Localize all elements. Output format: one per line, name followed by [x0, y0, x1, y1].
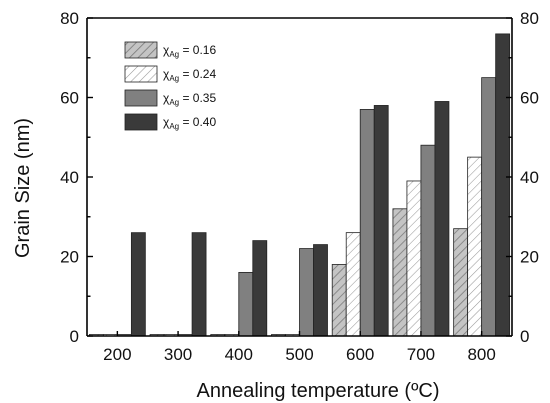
y-tick-label-left: 40 — [60, 168, 79, 187]
legend-swatch-3 — [124, 89, 158, 107]
y-tick-label-right: 20 — [520, 248, 539, 267]
bar-600-series-2 — [345, 232, 361, 337]
x-tick-label-300: 300 — [164, 345, 192, 364]
legend-label-4: χAg = 0.40 — [163, 115, 216, 131]
y-tick-label-left: 60 — [60, 89, 79, 108]
bar-800-series-2 — [467, 156, 483, 337]
bar-700-series-3 — [420, 144, 436, 337]
bar-200-series-4 — [130, 232, 146, 337]
bar-800-series-3 — [481, 77, 497, 337]
y-tick-label-right: 60 — [520, 89, 539, 108]
legend-label-2: χAg = 0.24 — [163, 67, 216, 83]
legend-swatch-4 — [124, 113, 158, 131]
y-tick-label-left: 0 — [70, 327, 79, 346]
bar-600-series-4 — [373, 105, 389, 337]
legend-label-1: χAg = 0.16 — [163, 43, 216, 59]
y-tick-label-right: 80 — [520, 9, 539, 28]
y-tick-label-left: 80 — [60, 9, 79, 28]
bar-600-series-3 — [359, 109, 375, 337]
bar-800-series-1 — [453, 228, 469, 337]
bar-700-series-4 — [434, 101, 450, 337]
y-tick-label-left: 20 — [60, 248, 79, 267]
y-axis-label: Grain Size (nm) — [12, 118, 34, 258]
x-tick-label-700: 700 — [407, 345, 435, 364]
bar-700-series-2 — [406, 180, 422, 337]
bar-600-series-1 — [331, 264, 347, 337]
legend-label-3: χAg = 0.35 — [163, 91, 216, 107]
bar-400-series-3 — [238, 271, 254, 337]
x-axis-label: Annealing temperature (ºC) — [197, 380, 440, 402]
x-tick-label-500: 500 — [285, 345, 313, 364]
bar-500-series-4 — [313, 244, 328, 337]
bar-700-series-1 — [392, 208, 408, 337]
bar-300-series-4 — [191, 232, 207, 337]
y-tick-label-right: 40 — [520, 168, 539, 187]
x-tick-label-400: 400 — [225, 345, 253, 364]
legend-swatch-2 — [124, 65, 158, 83]
x-tick-label-200: 200 — [103, 345, 131, 364]
y-tick-label-right: 0 — [520, 327, 529, 346]
bar-500-series-3 — [299, 248, 314, 337]
bar-400-series-4 — [252, 240, 268, 337]
x-tick-label-800: 800 — [467, 345, 495, 364]
x-tick-label-600: 600 — [346, 345, 374, 364]
legend-swatch-1 — [124, 41, 158, 59]
chart-legend: χAg = 0.16 χAg = 0.24 χAg = 0.35 χAg = 0.40 — [124, 41, 216, 131]
bar-800-series-4 — [495, 33, 511, 337]
